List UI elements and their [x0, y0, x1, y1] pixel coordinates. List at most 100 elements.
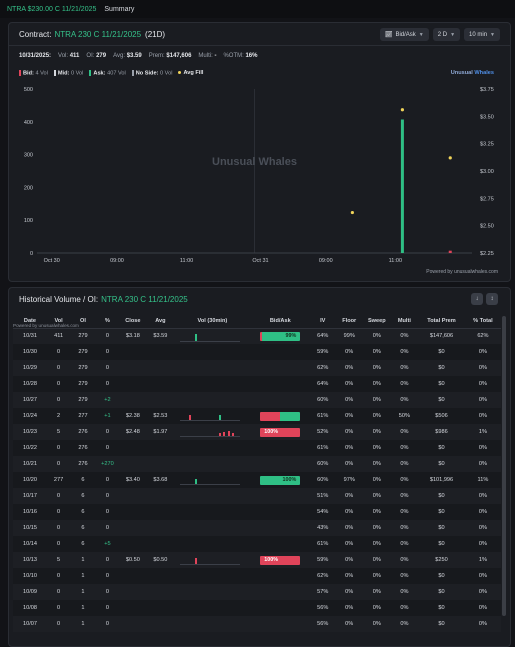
cell-floor: 0% [335, 424, 364, 440]
cell-bid-ask [250, 584, 310, 600]
column-header[interactable]: OI [70, 314, 96, 329]
cell-close [119, 520, 147, 536]
interval-dropdown[interactable]: 10 min ▼ [464, 28, 500, 41]
chevron-down-icon: ▼ [418, 31, 424, 38]
sparkline [180, 332, 241, 342]
table-row[interactable]: 10/17 0 6 0 51% 0% 0% 0% $0 0% [13, 488, 501, 504]
cell-prem: $0 [418, 520, 465, 536]
cell-iv: 60% [309, 472, 336, 488]
table-row[interactable]: 10/16 0 6 0 54% 0% 0% 0% $0 0% [13, 504, 501, 520]
table-row[interactable]: 10/31 411 279 0 $3.18 $3.59 99% 64% 99% 0% 0% $147,… [13, 328, 501, 344]
cell-multi: 0% [390, 536, 419, 552]
cell-pct: 0% [464, 392, 501, 408]
range-dropdown[interactable]: 2 D ▼ [432, 28, 461, 41]
cell-vol: 0 [46, 600, 71, 616]
cell-date: 10/31 [13, 328, 47, 344]
summary-tab[interactable]: Summary [104, 5, 135, 13]
download-icon[interactable]: ↓ [471, 293, 483, 305]
ticker-link[interactable]: NTRA $230.00 C 11/21/2025 [7, 5, 97, 13]
cell-pct: 1% [464, 424, 501, 440]
cell-vol: 0 [46, 520, 71, 536]
cell-oi: 6 [70, 472, 96, 488]
column-header[interactable]: % [95, 314, 120, 329]
cell-multi: 0% [390, 424, 419, 440]
column-header[interactable]: Bid/Ask [250, 314, 310, 329]
column-header[interactable]: Date [13, 314, 47, 329]
legend-bid[interactable]: Bid: 4 Vol [19, 70, 48, 76]
table-row[interactable]: 10/24 2 277 +1 $2.38 $2.53 61% 0% 0% 50% $506 0% [13, 408, 501, 424]
cell-bid-ask [250, 488, 310, 504]
spark-bar [195, 557, 198, 564]
table-row[interactable]: 10/29 0 279 0 62% 0% 0% 0% $0 0% [13, 360, 501, 376]
table-row[interactable]: 10/28 0 279 0 64% 0% 0% 0% $0 0% [13, 376, 501, 392]
column-header[interactable]: Multi [390, 314, 419, 329]
table-row[interactable]: 10/30 0 279 0 59% 0% 0% 0% $0 0% [13, 344, 501, 360]
table-header-row: Date Vol OI% Close Avg Vol (30min) Bid/Ask IV Fl… [13, 314, 501, 329]
y-tick-left: 400 [24, 120, 33, 126]
table-row[interactable]: 10/08 0 1 0 56% 0% 0% 0% $0 0% [13, 600, 501, 616]
history-symbol[interactable]: NTRA 230 C 11/21/2025 [101, 294, 188, 304]
cell-sweep: 0% [363, 520, 391, 536]
cell-prem: $0 [418, 360, 465, 376]
column-header[interactable]: Total Prem [418, 314, 465, 329]
powered-by[interactable]: Powered by unusualwhales.com [426, 269, 498, 275]
cell-avg [146, 584, 175, 600]
x-tick: 09:00 [319, 258, 333, 264]
column-header[interactable]: % Total [464, 314, 501, 329]
cell-chg: 0 [95, 360, 120, 376]
cell-vol: 0 [46, 568, 71, 584]
table-row[interactable]: 10/10 0 1 0 62% 0% 0% 0% $0 0% [13, 568, 501, 584]
cell-vol: 0 [46, 504, 71, 520]
cell-oi: 277 [70, 408, 96, 424]
table-row[interactable]: 10/07 0 1 0 56% 0% 0% 0% $0 0% [13, 616, 501, 632]
cell-iv: 59% [309, 344, 336, 360]
table-row[interactable]: 10/23 5 276 0 $2.48 $1.97 100% 52% 0% 0% 0% $986 1% [13, 424, 501, 440]
table-scrollbar[interactable] [502, 316, 506, 616]
legend-no-side[interactable]: No Side: 0 Vol [131, 70, 172, 76]
cell-chg: 0 [95, 584, 120, 600]
column-header[interactable]: Floor [335, 314, 364, 329]
table-row[interactable]: 10/20 277 6 0 $3.40 $3.68 100% 60% 97% 0% 0% $101,9… [13, 472, 501, 488]
table-row[interactable]: 10/22 0 276 0 61% 0% 0% 0% $0 0% [13, 440, 501, 456]
bid-ask-dropdown[interactable]: 📈︎ Bid/Ask ▼ [379, 28, 429, 41]
column-header[interactable]: IV [309, 314, 336, 329]
cell-vol30 [174, 584, 251, 600]
table-row[interactable]: 10/21 0 276 +270 60% 0% 0% 0% $0 0% [13, 456, 501, 472]
bid-ask-label: Bid/Ask [395, 31, 416, 38]
sparkline [180, 427, 241, 437]
cell-date: 10/16 [13, 504, 47, 520]
interval-label: 10 min [469, 31, 488, 38]
cell-pct: 62% [464, 328, 501, 344]
avg-fill-point [350, 210, 354, 215]
column-header[interactable]: Close [119, 314, 147, 329]
cell-close [119, 488, 147, 504]
y-tick-right: $3.00 [480, 169, 494, 175]
cell-floor: 0% [335, 584, 364, 600]
cell-bid-ask [250, 344, 310, 360]
cell-vol: 0 [46, 488, 71, 504]
cell-pct: 0% [464, 456, 501, 472]
cell-bid-ask [250, 360, 310, 376]
column-header[interactable]: Avg [146, 314, 175, 329]
table-row[interactable]: 10/09 0 1 0 57% 0% 0% 0% $0 0% [13, 584, 501, 600]
table-row[interactable]: 10/15 0 6 0 43% 0% 0% 0% $0 0% [13, 520, 501, 536]
column-header[interactable]: Vol (30min) [174, 314, 251, 329]
table-row[interactable]: 10/14 0 6 +5 61% 0% 0% 0% $0 0% [13, 536, 501, 552]
contract-symbol[interactable]: NTRA 230 C 11/21/2025 [54, 29, 142, 39]
cell-bid-ask [250, 408, 310, 424]
cell-pct: 0% [464, 344, 501, 360]
legend-ask[interactable]: Ask: 407 Vol [89, 70, 126, 76]
cell-floor: 0% [335, 568, 364, 584]
cell-multi: 0% [390, 472, 419, 488]
legend-avg-fill[interactable]: Avg Fill [178, 70, 203, 76]
expand-icon[interactable]: ↕ [486, 293, 498, 305]
cell-iv: 61% [309, 408, 336, 424]
column-header[interactable]: Sweep [363, 314, 391, 329]
cell-oi: 1 [70, 616, 96, 632]
table-row[interactable]: 10/13 5 1 0 $0.50 $0.50 100% 59% 0% 0% 0% $250 1% [13, 552, 501, 568]
y-tick-right: $2.75 [480, 196, 494, 202]
legend-mid[interactable]: Mid: 0 Vol [53, 70, 83, 76]
cell-iv: 52% [309, 424, 336, 440]
column-header[interactable]: Vol [46, 314, 71, 329]
table-row[interactable]: 10/27 0 279 +2 60% 0% 0% 0% $0 0% [13, 392, 501, 408]
